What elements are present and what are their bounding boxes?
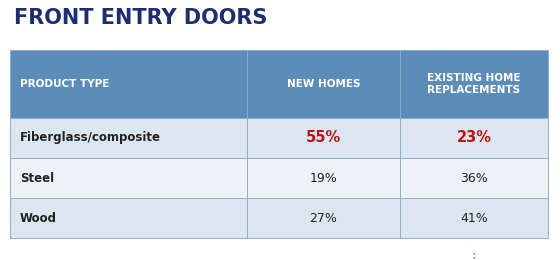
Text: FRONT ENTRY DOORS: FRONT ENTRY DOORS [14, 8, 267, 28]
Text: 41%: 41% [460, 211, 488, 224]
Text: 36%: 36% [460, 172, 488, 185]
Text: Wood: Wood [20, 211, 57, 224]
Text: 27%: 27% [310, 211, 337, 224]
Bar [10, 198, 548, 238]
Text: 19%: 19% [310, 172, 337, 185]
Text: EXISTING HOME
REPLACEMENTS: EXISTING HOME REPLACEMENTS [427, 73, 521, 95]
Text: 55%: 55% [306, 131, 341, 146]
Text: PRODUCT TYPE: PRODUCT TYPE [20, 79, 109, 89]
Bar [10, 118, 548, 158]
Text: Steel: Steel [20, 172, 54, 185]
Text: Fiberglass/composite: Fiberglass/composite [20, 132, 161, 145]
Text: 23%: 23% [456, 131, 492, 146]
Bar [10, 50, 548, 118]
Bar [10, 158, 548, 198]
Text: ⋮: ⋮ [468, 252, 480, 260]
Text: NEW HOMES: NEW HOMES [287, 79, 360, 89]
